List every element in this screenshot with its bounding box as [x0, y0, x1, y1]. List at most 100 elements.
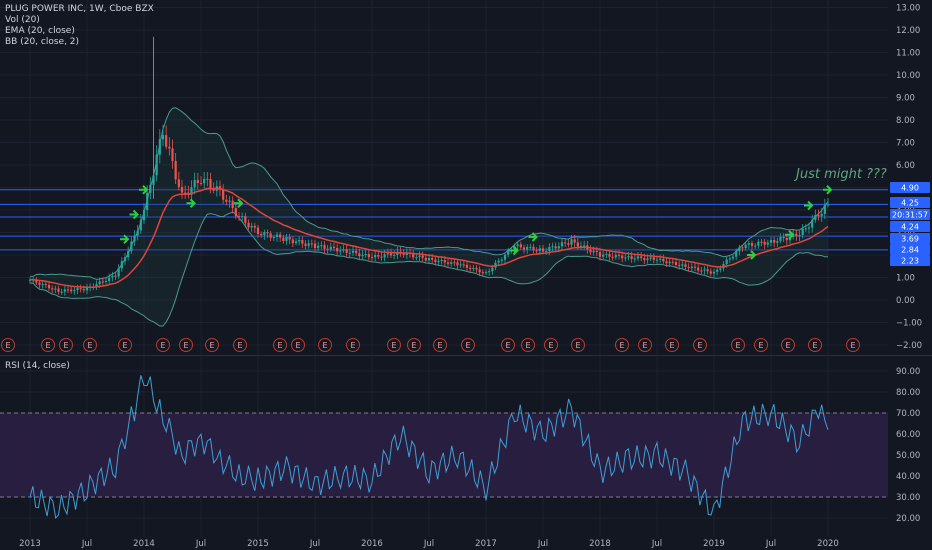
candle-body: [804, 228, 807, 230]
earnings-marker[interactable]: E: [318, 338, 332, 352]
candle-body: [478, 269, 481, 273]
legend-ema[interactable]: EMA (20, close): [5, 26, 75, 36]
candle-body: [228, 200, 231, 202]
candle-body: [222, 189, 225, 200]
earnings-marker[interactable]: E: [387, 338, 401, 352]
candle-body: [557, 246, 560, 249]
earnings-marker[interactable]: E: [638, 338, 652, 352]
price-tick-label: 12.00: [896, 26, 920, 36]
candle-body: [374, 255, 377, 258]
time-axis[interactable]: 2013 Jul 2014 Jul 2015 Jul 2016 Jul 2017 Jul 2018 J…: [19, 539, 839, 549]
earnings-marker[interactable]: E: [433, 338, 447, 352]
earnings-marker[interactable]: E: [118, 338, 132, 352]
rsi-tick-label: 40.00: [896, 472, 920, 482]
candle-body: [633, 258, 636, 260]
earnings-marker[interactable]: E: [571, 338, 585, 352]
earnings-marker[interactable]: E: [205, 338, 219, 352]
earnings-marker[interactable]: E: [1, 338, 15, 352]
earnings-marker[interactable]: E: [346, 338, 360, 352]
candle-body: [684, 264, 687, 267]
earnings-marker[interactable]: E: [544, 338, 558, 352]
earnings-marker[interactable]: E: [665, 338, 679, 352]
candle-body: [687, 266, 690, 269]
candle-body: [165, 135, 168, 147]
earnings-marker[interactable]: E: [781, 338, 795, 352]
candle-body: [345, 249, 348, 253]
price-tag: 4.90: [890, 182, 930, 193]
earnings-marker[interactable]: E: [461, 338, 475, 352]
candle-body: [814, 215, 817, 220]
candle-body: [703, 269, 706, 271]
legend-bollinger[interactable]: BB (20, close, 2): [5, 37, 80, 47]
candle-body: [567, 243, 570, 245]
earnings-marker[interactable]: E: [693, 338, 707, 352]
earnings-marker[interactable]: E: [731, 338, 745, 352]
time-tick-label: Jul: [423, 539, 434, 549]
price-axis[interactable]: 13.0012.0011.0010.009.008.007.006.005.00…: [896, 4, 922, 352]
earnings-marker[interactable]: E: [156, 338, 170, 352]
price-tag-bg: [890, 233, 930, 244]
rsi-tick-label: 20.00: [896, 514, 920, 524]
time-tick-label: Jul: [309, 539, 320, 549]
candle-body: [769, 239, 773, 243]
earnings-marker[interactable]: E: [83, 338, 97, 352]
candle-body: [747, 243, 750, 245]
candle-body: [431, 257, 434, 260]
price-tick-label: 10.00: [896, 71, 920, 81]
earnings-circle: [544, 338, 558, 352]
earnings-label: E: [160, 341, 165, 350]
rsi-tick-label: 90.00: [896, 367, 920, 377]
price-tick-label: 9.00: [896, 94, 915, 104]
candle-body: [706, 269, 709, 272]
earnings-marker[interactable]: E: [407, 338, 421, 352]
earnings-circle: [754, 338, 768, 352]
candle-body: [453, 262, 456, 264]
candle-body: [393, 254, 396, 256]
candle-body: [51, 288, 54, 290]
legend-symbol[interactable]: PLUG POWER INC, 1W, Cboe BZX: [5, 4, 154, 14]
earnings-marker[interactable]: E: [521, 338, 535, 352]
annotation-text: Just might ???: [793, 167, 887, 182]
candle-body: [541, 248, 545, 252]
candle-body: [320, 245, 323, 247]
earnings-marker[interactable]: E: [846, 338, 860, 352]
candle-body: [592, 251, 595, 253]
earnings-marker[interactable]: E: [59, 338, 73, 352]
earnings-circle: [205, 338, 219, 352]
candle-body: [757, 241, 760, 246]
earnings-circle: [407, 338, 421, 352]
earnings-circle: [433, 338, 447, 352]
candle-body: [614, 254, 617, 258]
earnings-marker[interactable]: E: [233, 338, 247, 352]
candle-body: [475, 267, 478, 270]
candle-body: [142, 210, 146, 221]
price-tag-label: 20:31:57: [892, 211, 928, 220]
candle-body: [652, 257, 655, 260]
earnings-label: E: [322, 341, 327, 350]
earnings-marker[interactable]: E: [273, 338, 287, 352]
earnings-label: E: [277, 341, 282, 350]
rsi-axis[interactable]: 90.00 80.00 70.00 60.00 50.00 40.00 30.00 20.00: [896, 367, 920, 524]
legend-volume[interactable]: Vol (20): [5, 15, 40, 25]
candle-body: [342, 249, 345, 251]
price-tag: 20:31:57: [890, 209, 930, 220]
time-tick-label: 2019: [703, 539, 725, 549]
candle-body: [671, 261, 674, 263]
earnings-marker[interactable]: E: [179, 338, 193, 352]
rsi-title[interactable]: RSI (14, close): [5, 361, 70, 371]
candle-body: [73, 290, 76, 292]
earnings-marker[interactable]: E: [41, 338, 55, 352]
earnings-label: E: [465, 341, 470, 350]
candle-body: [44, 284, 47, 286]
earnings-marker[interactable]: E: [754, 338, 768, 352]
candle-body: [643, 257, 646, 261]
earnings-marker[interactable]: E: [808, 338, 822, 352]
candle-body: [484, 272, 488, 274]
earnings-marker[interactable]: E: [501, 338, 515, 352]
earnings-marker[interactable]: E: [615, 338, 629, 352]
earnings-label: E: [295, 341, 300, 350]
earnings-marker[interactable]: E: [291, 338, 305, 352]
candle-body: [754, 245, 757, 247]
